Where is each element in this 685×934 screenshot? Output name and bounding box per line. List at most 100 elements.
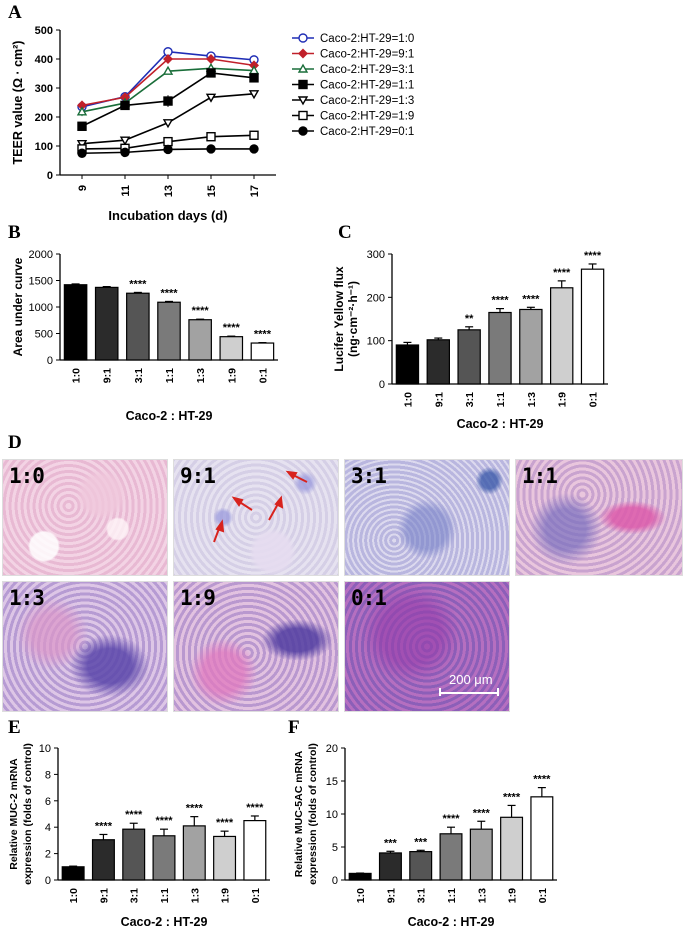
data-point [162, 65, 174, 75]
y-axis-label-line1: Relative MUC-2 mRNA [8, 758, 20, 870]
x-tick-label: 0:1 [250, 888, 262, 903]
significance-label: **** [216, 817, 234, 829]
y-tick-label: 20 [326, 743, 338, 755]
bar [126, 292, 150, 361]
micrograph-3-1: 3:1 [344, 459, 510, 576]
legend-marker [298, 110, 308, 121]
x-tick-label: 1:0 [68, 888, 80, 903]
bar [157, 301, 181, 361]
y-tick-label: 15 [326, 776, 338, 788]
bar [348, 872, 372, 881]
x-tick-label: 1:3 [195, 368, 207, 383]
micrograph-1-3: 1:3 [2, 581, 168, 712]
significance-label: **** [129, 278, 147, 290]
legend-label: Caco-2:HT-29=0:1 [320, 126, 414, 138]
x-tick-label: 9:1 [98, 888, 110, 903]
y-tick-label: 8 [45, 769, 51, 781]
bar [426, 339, 450, 385]
data-point [162, 119, 174, 129]
y-axis-label-line2: (ng·cm⁻²·h⁻¹) [346, 281, 360, 357]
bar [219, 336, 244, 361]
legend-marker [298, 33, 308, 43]
bar [152, 835, 176, 881]
bar [439, 833, 463, 881]
data-point [206, 132, 216, 142]
scale-bar [439, 692, 499, 694]
x-axis-label: Caco-2 : HT-29 [121, 915, 208, 929]
x-axis-label: Incubation days (d) [108, 208, 227, 223]
x-tick-label: 1:9 [507, 888, 519, 903]
series-2 [76, 62, 260, 117]
x-tick-label: 1:1 [164, 368, 176, 383]
micrograph-label: 9:1 [180, 464, 216, 488]
x-tick-label: 1:0 [71, 368, 83, 383]
bar [213, 835, 237, 881]
significance-label: **** [125, 809, 143, 821]
y-tick-label: 300 [35, 83, 53, 95]
y-axis-label-line2: expression (folds of control) [307, 743, 319, 885]
panel-letter-c: C [338, 222, 352, 243]
x-tick-label: 9:1 [102, 368, 114, 383]
panel-letter-b: B [8, 222, 21, 243]
data-point [77, 148, 87, 158]
bar [378, 852, 402, 881]
significance-label: **** [160, 287, 178, 299]
y-tick-label: 1000 [29, 302, 53, 314]
significance-label: **** [473, 807, 491, 819]
data-point [249, 130, 259, 140]
y-tick-label: 1500 [29, 276, 53, 288]
bar [469, 828, 493, 881]
significance-label: **** [95, 820, 113, 832]
significance-label: **** [522, 293, 540, 305]
scale-bar-label: 200 μm [449, 672, 493, 687]
significance-label: **** [186, 803, 204, 815]
micrograph-label: 3:1 [351, 464, 387, 488]
x-tick-label: 1:0 [402, 392, 414, 407]
data-point [120, 147, 130, 158]
x-tick-label: 1:1 [495, 392, 507, 407]
y-tick-label: 6 [45, 796, 51, 808]
micrograph-1-9: 1:9 [173, 581, 339, 712]
bar [457, 329, 481, 385]
bar [580, 268, 605, 385]
x-axis-label: Caco-2 : HT-29 [408, 915, 495, 929]
panel-letter-f: F [288, 717, 300, 738]
data-point [120, 100, 130, 111]
legend-label: Caco-2:HT-29=3:1 [320, 64, 414, 76]
y-tick-label: 0 [45, 875, 51, 887]
y-tick-label: 500 [35, 329, 53, 341]
x-tick-label: 17 [249, 185, 261, 197]
data-point [248, 90, 260, 100]
significance-label: **** [442, 813, 460, 825]
micrograph-label: 1:9 [180, 586, 216, 610]
bar [550, 287, 574, 385]
y-tick-label: 5 [332, 842, 338, 854]
red-arrows [213, 470, 308, 543]
bar [94, 286, 119, 361]
legend-label: Caco-2:HT-29=9:1 [320, 49, 414, 61]
lucifer-yellow-bar-chart: 0 100 200 300 1:0 9:1 ** 3:1 **** 1:1 **** 1:3 **** 1… [332, 249, 608, 431]
y-tick-label: 2000 [29, 249, 53, 261]
y-tick-label: 200 [367, 292, 385, 304]
bar [63, 284, 88, 361]
data-point [249, 73, 259, 83]
bar [530, 796, 554, 881]
y-tick-label: 0 [47, 170, 53, 182]
y-tick-label: 0 [379, 379, 385, 391]
micrograph-9-1: 9:1 [173, 459, 339, 576]
significance-label: **** [584, 250, 602, 262]
micrograph-0-1: 0:1 200 μm [344, 581, 510, 712]
x-tick-label: 9:1 [433, 392, 445, 407]
significance-label: **** [254, 329, 272, 341]
muc5ac-bar-chart: 0 5 10 15 20 1:0 *** 9:1 *** 3:1 **** 1:1 **** 1:3 ***… [293, 743, 557, 929]
y-tick-label: 300 [367, 249, 385, 261]
series-5 [77, 130, 259, 154]
x-tick-label: 3:1 [129, 888, 141, 903]
bar [519, 308, 543, 385]
micrograph-label: 1:0 [9, 464, 45, 488]
significance-label: **** [246, 802, 264, 814]
y-tick-label: 200 [35, 112, 53, 124]
x-tick-label: 1:3 [526, 392, 538, 407]
teer-line-chart: 0 100 200 300 400 500 9 11 13 15 17 Incubation days… [11, 25, 414, 223]
micrograph-1-1: 1:1 [515, 459, 683, 576]
